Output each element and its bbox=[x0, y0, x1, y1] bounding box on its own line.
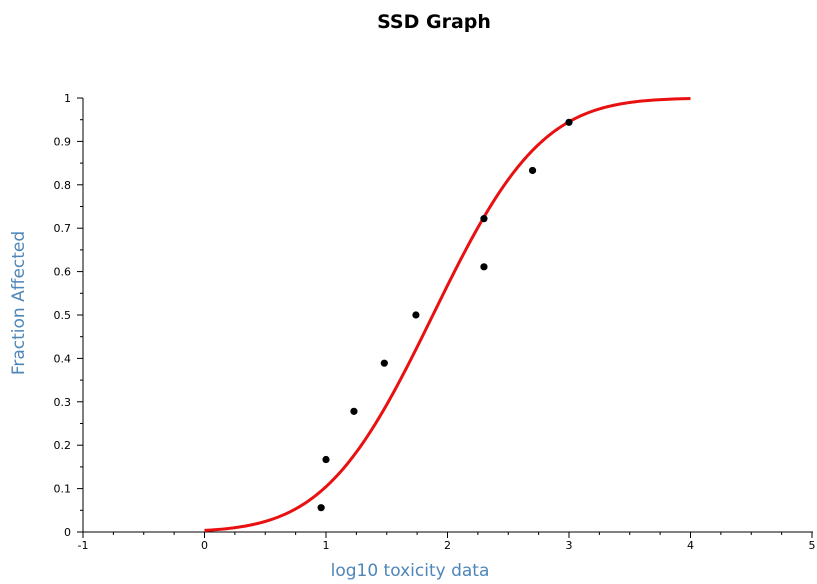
x-tick-label: 3 bbox=[566, 539, 573, 552]
data-point bbox=[565, 118, 573, 126]
axes bbox=[82, 98, 813, 533]
y-tick-label: 0.6 bbox=[54, 266, 72, 279]
data-points bbox=[317, 118, 573, 512]
data-point bbox=[412, 311, 420, 319]
data-point bbox=[322, 455, 330, 464]
data-point bbox=[350, 407, 358, 415]
y-tick-label: 0.7 bbox=[54, 222, 72, 235]
y-ticks: 0 0.1 0.2 0.3 0.4 0.5 0.6 0.7 0.8 0.9 1 bbox=[54, 92, 83, 539]
data-point bbox=[317, 504, 325, 512]
y-tick-label: 0 bbox=[64, 526, 71, 539]
x-tick-label: 1 bbox=[323, 539, 330, 552]
data-point bbox=[528, 166, 537, 175]
y-tick-label: 0.1 bbox=[54, 483, 72, 496]
y-tick-label: 0.4 bbox=[54, 352, 72, 365]
y-tick-label: 0.8 bbox=[54, 179, 72, 192]
x-tick-label: 4 bbox=[687, 539, 694, 552]
y-tick-label: 0.9 bbox=[54, 135, 72, 148]
x-axis-label: log10 toxicity data bbox=[331, 561, 490, 581]
x-tick-label: 0 bbox=[201, 539, 208, 552]
fitted-curve bbox=[204, 97, 691, 532]
x-tick-label: 2 bbox=[444, 539, 451, 552]
x-tick-label: -1 bbox=[78, 539, 89, 552]
y-axis-label: Fraction Affected bbox=[9, 231, 29, 375]
x-tick-label: 5 bbox=[809, 539, 816, 552]
y-tick-label: 1 bbox=[64, 92, 71, 105]
y-tick-label: 0.2 bbox=[54, 439, 72, 452]
chart-title: SSD Graph bbox=[377, 11, 491, 33]
y-tick-label: 0.5 bbox=[54, 309, 72, 322]
data-point bbox=[480, 263, 488, 271]
y-tick-label: 0.3 bbox=[54, 396, 72, 409]
data-point bbox=[380, 359, 388, 367]
x-ticks: -1 0 1 2 3 4 5 bbox=[78, 532, 816, 552]
data-point bbox=[480, 215, 488, 223]
